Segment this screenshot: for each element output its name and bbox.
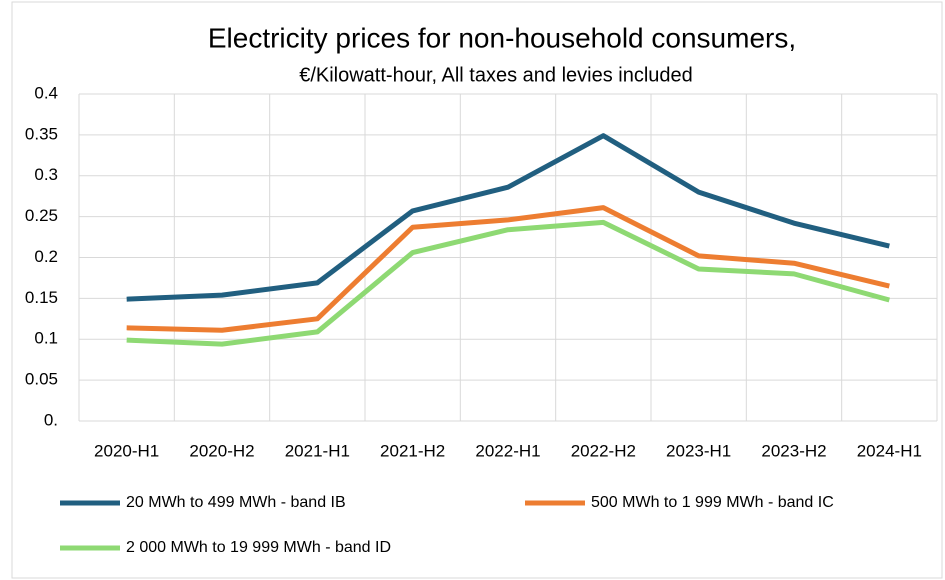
y-tick-label: 0. [44,410,58,429]
x-tick-label: 2023-H1 [666,441,731,460]
x-tick-label: 2023-H2 [761,441,826,460]
x-tick-label: 2020-H1 [94,441,159,460]
chart-subtitle: €/Kilowatt-hour, All taxes and levies in… [299,64,693,86]
y-tick-label: 0.25 [25,206,58,225]
legend-label: 2 000 MWh to 19 999 MWh - band ID [126,539,391,556]
x-tick-label: 2021-H1 [285,441,350,460]
legend-label: 20 MWh to 499 MWh - band IB [126,494,346,511]
legend-label: 500 MWh to 1 999 MWh - band IC [591,494,834,511]
series-line [126,219,890,347]
x-tick-label: 2021-H2 [380,441,445,460]
y-tick-label: 0.3 [34,165,58,184]
chart-title: Electricity prices for non-household con… [208,22,796,53]
x-tick-label: 2020-H2 [189,441,254,460]
x-tick-label: 2022-H1 [475,441,540,460]
y-tick-label: 0.4 [34,83,58,102]
series-line [126,133,890,302]
y-tick-label: 0.05 [25,370,58,389]
y-tick-label: 0.35 [25,124,58,143]
series-line [126,205,890,333]
y-tick-label: 0.1 [34,329,58,348]
y-tick-label: 0.15 [25,288,58,307]
x-tick-label: 2024-H1 [857,441,922,460]
y-tick-label: 0.2 [34,247,58,266]
chart-frame [11,1,943,579]
x-tick-label: 2022-H2 [571,441,636,460]
